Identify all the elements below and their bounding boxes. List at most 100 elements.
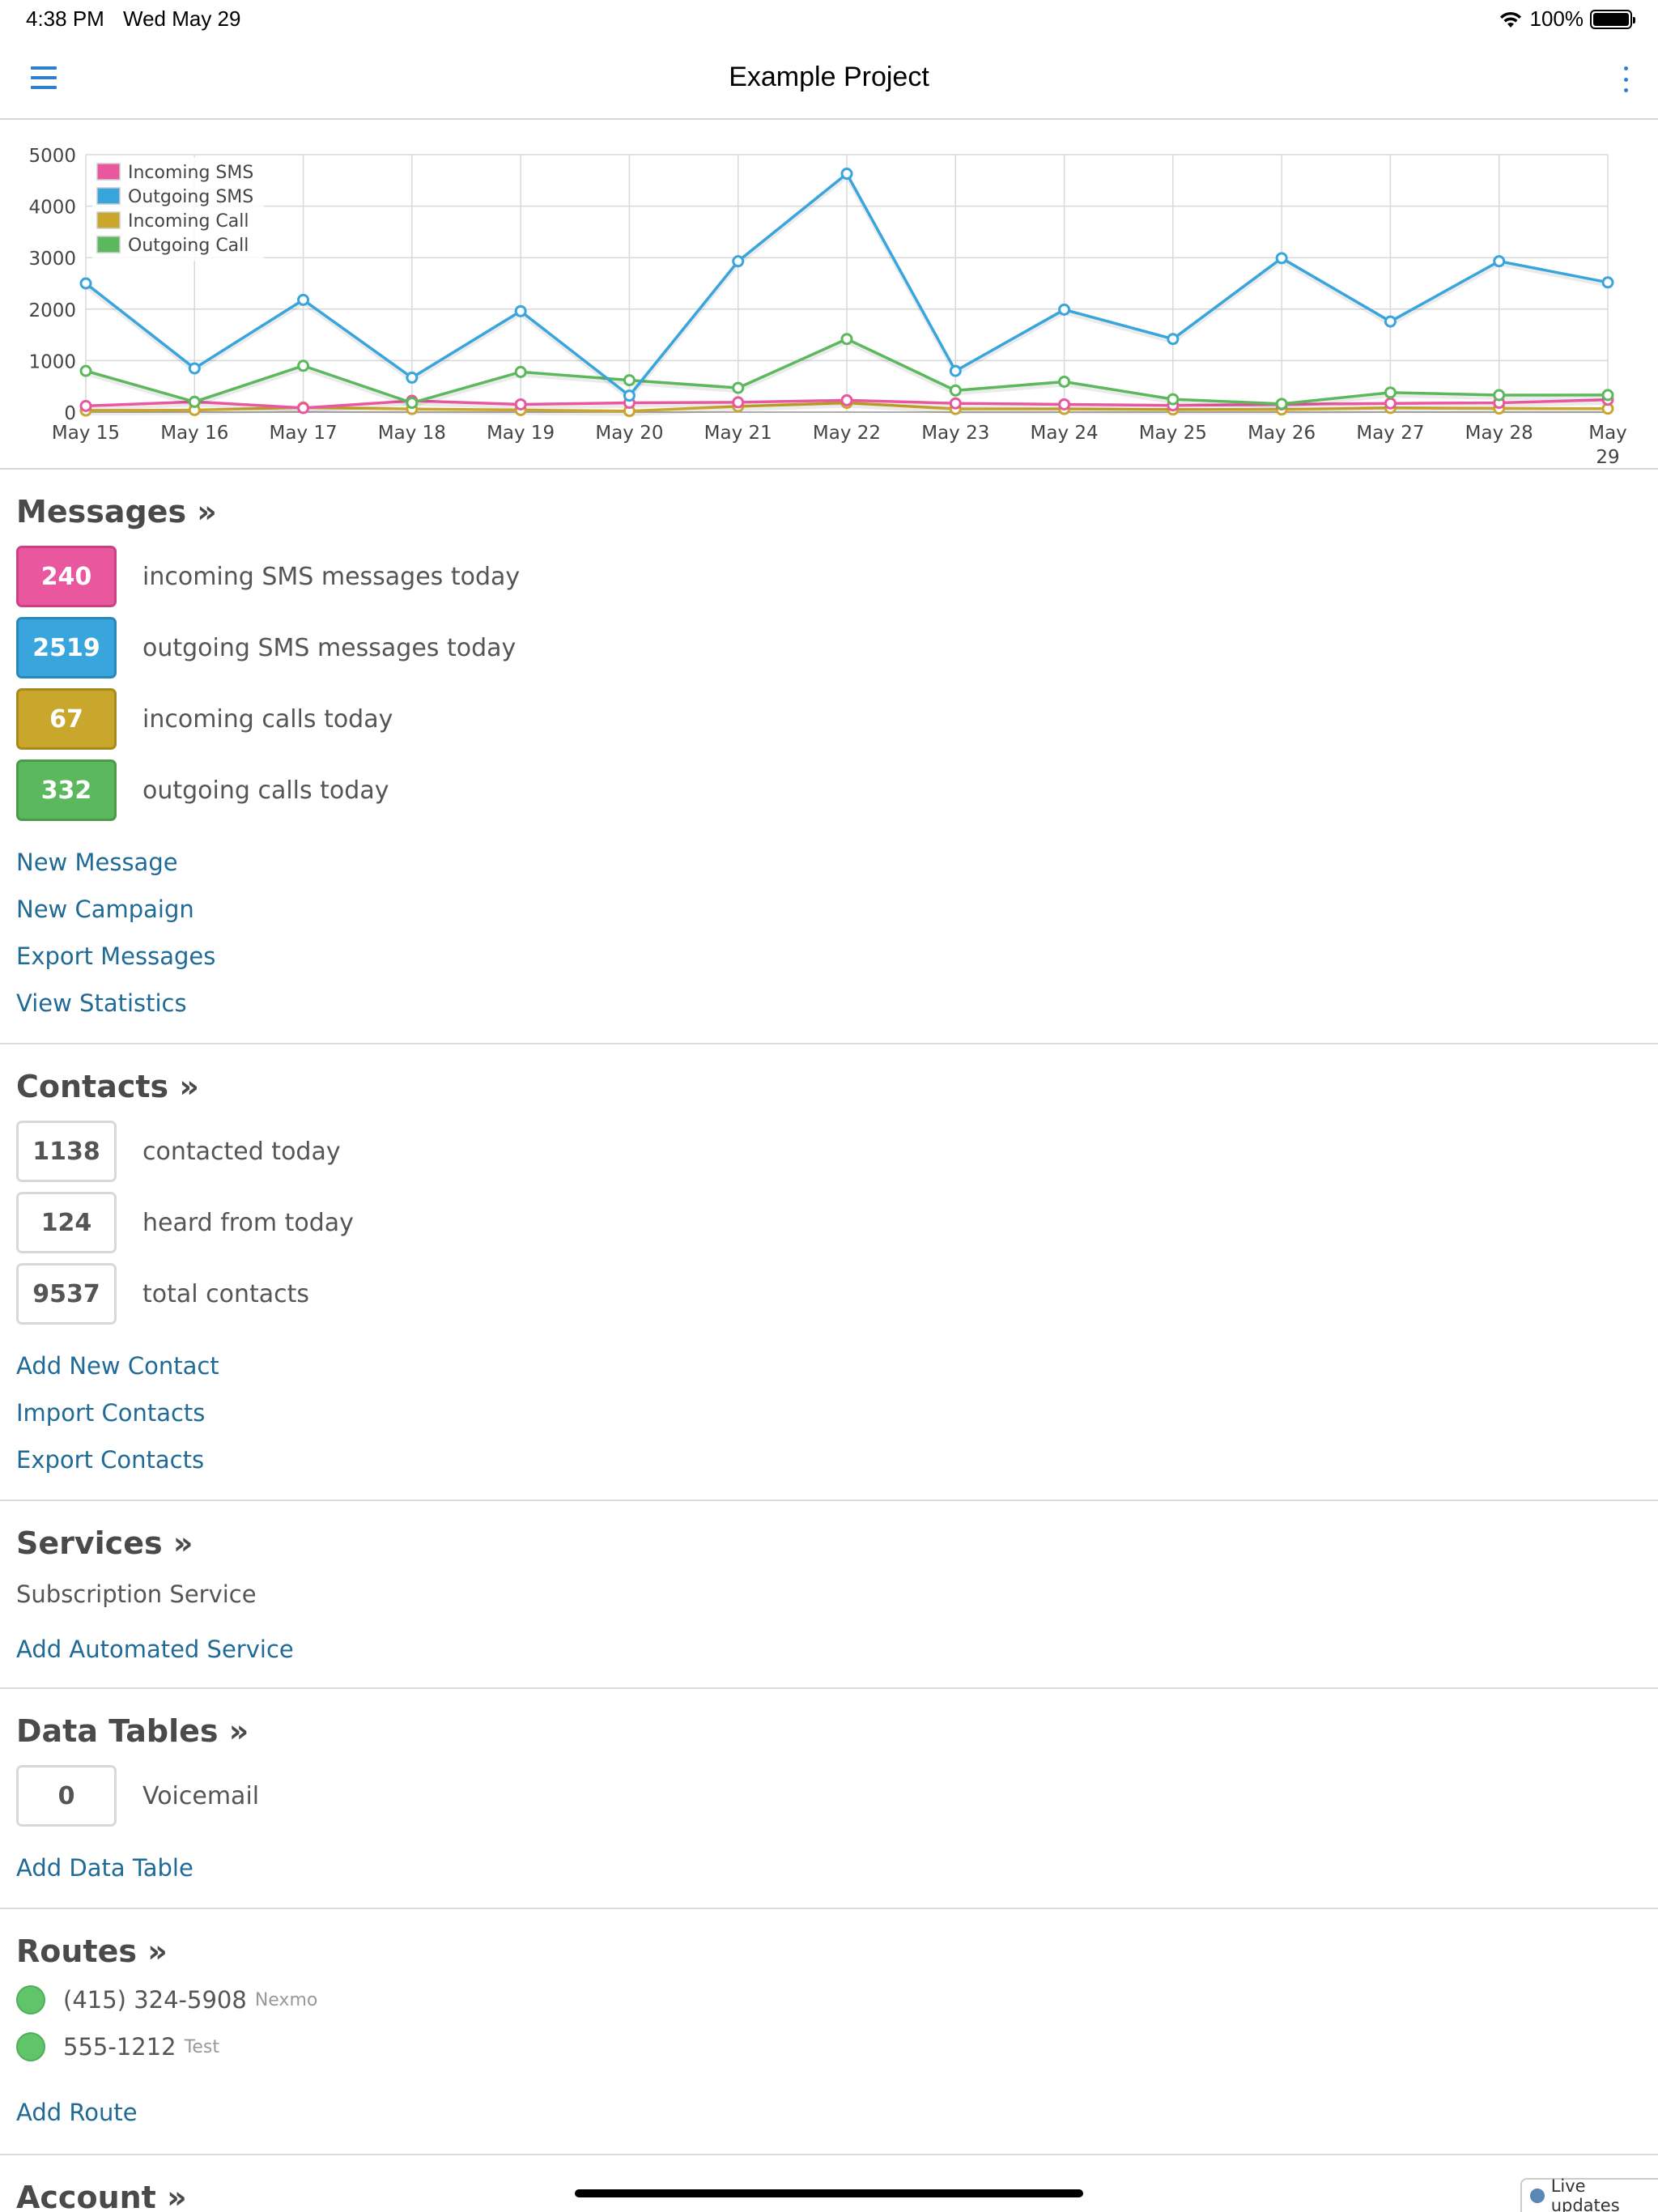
x-tick-label: 29 [1596, 447, 1619, 468]
routes-section: Routes » (415) 324-5908 Nexmo 555-1212 T… [0, 1909, 1658, 2155]
route-number: 555-1212 [63, 2033, 176, 2061]
stat-incoming-sms: 240 incoming SMS messages today [16, 546, 520, 607]
messages-section: Messages » 240 incoming SMS messages tod… [0, 470, 1658, 1044]
data-point [623, 389, 636, 402]
legend-label: Outgoing SMS [128, 187, 253, 207]
hamburger-menu-icon[interactable] [31, 63, 57, 92]
data-point [840, 333, 853, 346]
new-campaign-link[interactable]: New Campaign [16, 895, 194, 923]
legend-label: Outgoing Call [128, 236, 249, 256]
routes-heading[interactable]: Routes » [16, 1933, 168, 1969]
services-section: Services » Subscription Service Add Auto… [0, 1501, 1658, 1689]
status-date: Wed May 29 [123, 6, 241, 31]
stat-label: outgoing SMS messages today [142, 633, 517, 662]
stat-total-contacts: 9537 total contacts [16, 1263, 309, 1325]
x-tick-label: May 23 [921, 423, 989, 444]
stat-label: outgoing calls today [142, 776, 389, 805]
data-point [949, 397, 962, 410]
stat-label: Voicemail [142, 1781, 260, 1810]
status-right: 100% [1498, 6, 1635, 32]
account-heading[interactable]: Account » [16, 2180, 187, 2212]
data-point [79, 364, 92, 377]
data-point [1493, 255, 1506, 268]
x-tick-label: May 17 [270, 423, 338, 444]
count-badge: 2519 [16, 617, 117, 678]
add-new-contact-link[interactable]: Add New Contact [16, 1352, 219, 1380]
data-point [297, 402, 310, 415]
status-time: 4:38 PM [26, 6, 104, 31]
live-updates-toggle[interactable]: Live updates [1520, 2176, 1658, 2212]
data-point [406, 397, 419, 410]
stat-label: contacted today [142, 1137, 341, 1166]
wifi-icon [1499, 11, 1521, 28]
route-item[interactable]: 555-1212 Test [16, 2032, 219, 2061]
data-point [1167, 333, 1180, 346]
view-statistics-link[interactable]: View Statistics [16, 989, 187, 1017]
contacts-section: Contacts » 1138 contacted today 124 hear… [0, 1044, 1658, 1501]
legend-swatch [96, 163, 121, 181]
add-automated-service-link[interactable]: Add Automated Service [16, 1636, 294, 1663]
route-number: (415) 324-5908 [63, 1986, 247, 2014]
x-tick-label: May 16 [160, 423, 228, 444]
stat-outgoing-calls: 332 outgoing calls today [16, 759, 389, 821]
contacts-heading[interactable]: Contacts » [16, 1069, 199, 1104]
messages-heading[interactable]: Messages » [16, 494, 217, 530]
data-point [1058, 398, 1071, 410]
data-point [1058, 375, 1071, 388]
count-badge: 67 [16, 688, 117, 750]
count-badge: 332 [16, 759, 117, 821]
add-route-link[interactable]: Add Route [16, 2099, 138, 2126]
legend-label: Incoming Call [128, 211, 249, 232]
import-contacts-link[interactable]: Import Contacts [16, 1399, 206, 1427]
y-tick-label: 1000 [28, 351, 76, 372]
x-tick-label: May 20 [595, 423, 663, 444]
live-indicator-dot [1530, 2189, 1545, 2203]
count-badge: 1138 [16, 1121, 117, 1182]
data-point [188, 362, 201, 375]
data-point [840, 168, 853, 181]
route-item[interactable]: (415) 324-5908 Nexmo [16, 1985, 317, 2014]
data-point [949, 384, 962, 397]
live-updates-label: Live updates [1550, 2176, 1620, 2212]
data-point [1384, 315, 1397, 328]
data-point [514, 304, 527, 317]
route-status-dot [16, 2032, 45, 2061]
data-point [1601, 389, 1614, 402]
count-badge: 0 [16, 1765, 117, 1827]
data-point [1058, 303, 1071, 316]
x-tick-label: May 22 [813, 423, 881, 444]
x-tick-label: May 27 [1356, 423, 1424, 444]
new-message-link[interactable]: New Message [16, 849, 178, 876]
data-point [732, 381, 745, 394]
data-point [514, 398, 527, 410]
battery-percent: 100% [1529, 6, 1584, 31]
chart-divider [0, 468, 1658, 470]
y-tick-label: 0 [64, 403, 76, 424]
x-tick-label: May 26 [1248, 423, 1316, 444]
y-tick-label: 5000 [28, 146, 76, 167]
add-data-table-link[interactable]: Add Data Table [16, 1854, 193, 1882]
more-options-icon[interactable] [1621, 66, 1630, 92]
count-badge: 124 [16, 1192, 117, 1253]
activity-chart: 0 1000 2000 3000 4000 5000 May 15 May 16 May 17 M… [0, 121, 1658, 470]
services-heading[interactable]: Services » [16, 1525, 193, 1561]
x-tick-label: May 18 [378, 423, 446, 444]
data-tables-heading[interactable]: Data Tables » [16, 1713, 249, 1749]
data-point [79, 277, 92, 290]
count-badge: 240 [16, 546, 117, 607]
export-contacts-link[interactable]: Export Contacts [16, 1446, 205, 1474]
stat-contacted-today: 1138 contacted today [16, 1121, 341, 1182]
stat-label: incoming calls today [142, 704, 393, 734]
nav-bar: Example Project [0, 39, 1658, 120]
stat-label: heard from today [142, 1208, 354, 1237]
route-provider: Nexmo [254, 1989, 318, 2010]
export-messages-link[interactable]: Export Messages [16, 942, 216, 970]
legend-background [92, 157, 264, 261]
y-tick-label: 2000 [28, 300, 76, 321]
x-tick-label: May 19 [487, 423, 555, 444]
legend-label: Incoming SMS [128, 163, 253, 183]
data-tables-section: Data Tables » 0 Voicemail Add Data Table [0, 1689, 1658, 1909]
data-point [1601, 276, 1614, 289]
data-point [514, 365, 527, 378]
x-tick-label: May 21 [704, 423, 772, 444]
